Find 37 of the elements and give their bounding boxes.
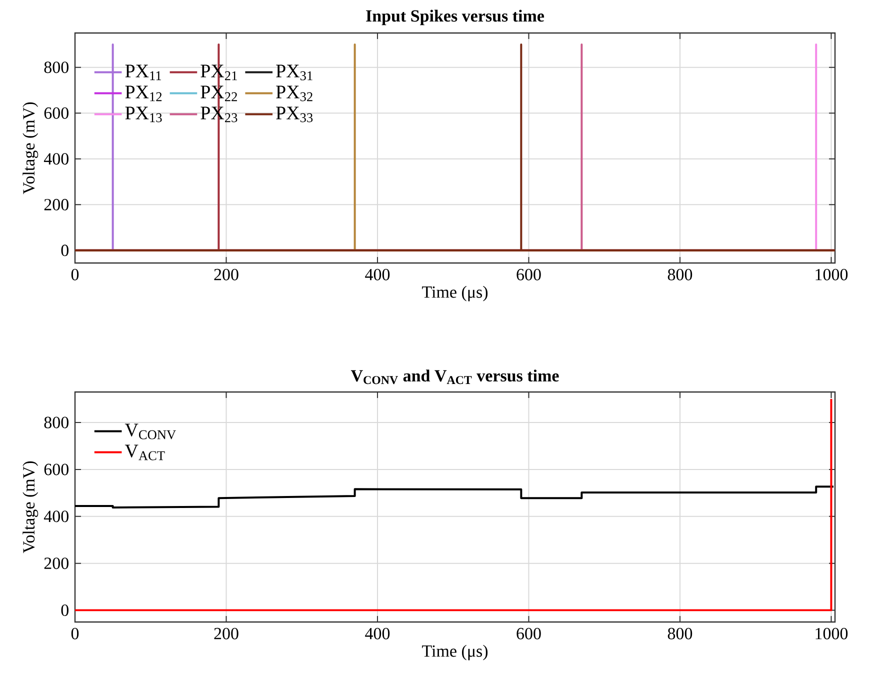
y-tick-label: 0 (61, 244, 68, 256)
x-tick-label: 200 (214, 628, 238, 640)
y-tick-label: 600 (44, 107, 68, 119)
x-tick-label: 0 (71, 628, 79, 640)
y-tick-label: 200 (44, 558, 68, 570)
chart-title: V$_{CONV}$ and V$_{ACT}$ versus time (350, 370, 559, 384)
line-series (75, 486, 834, 508)
y-tick-label: 0 (61, 604, 68, 616)
legend-label: PX$_{32}$ (276, 86, 312, 102)
y-tick-label: 400 (44, 510, 68, 522)
x-tick-label: 400 (365, 268, 390, 280)
legend-label: PX$_{31}$ (276, 64, 312, 80)
x-tick-label: 1000 (816, 628, 848, 640)
x-tick-label: 800 (668, 268, 692, 280)
x-tick-label: 1000 (816, 268, 848, 280)
x-axis-title: Time (μs) (422, 286, 488, 302)
chart-title: Input Spikes versus time (366, 10, 544, 26)
y-tick-label: 800 (44, 416, 68, 428)
y-tick-label: 200 (44, 198, 68, 210)
legend-label: PX$_{12}$ (125, 86, 162, 102)
legend-label: V$_{CONV}$ (124, 424, 176, 440)
x-tick-label: 0 (71, 268, 79, 280)
x-tick-label: 600 (516, 268, 541, 280)
y-axis-title: Voltage (mV) (22, 102, 38, 194)
y-tick-label: 400 (44, 153, 68, 165)
legend-label: PX$_{33}$ (276, 106, 313, 122)
x-axis-title: Time (μs) (422, 644, 488, 660)
x-tick-label: 800 (668, 628, 692, 640)
legend-label: PX$_{13}$ (125, 106, 162, 122)
x-tick-label: 400 (365, 628, 390, 640)
y-tick-label: 800 (44, 62, 68, 74)
y-axis-title: Voltage (mV) (22, 461, 38, 554)
legend-label: PX$_{11}$ (125, 64, 162, 80)
y-tick-label: 600 (44, 464, 68, 476)
legend-label: V$_{ACT}$ (124, 444, 165, 460)
x-tick-label: 600 (516, 628, 541, 640)
x-tick-label: 200 (214, 268, 238, 280)
